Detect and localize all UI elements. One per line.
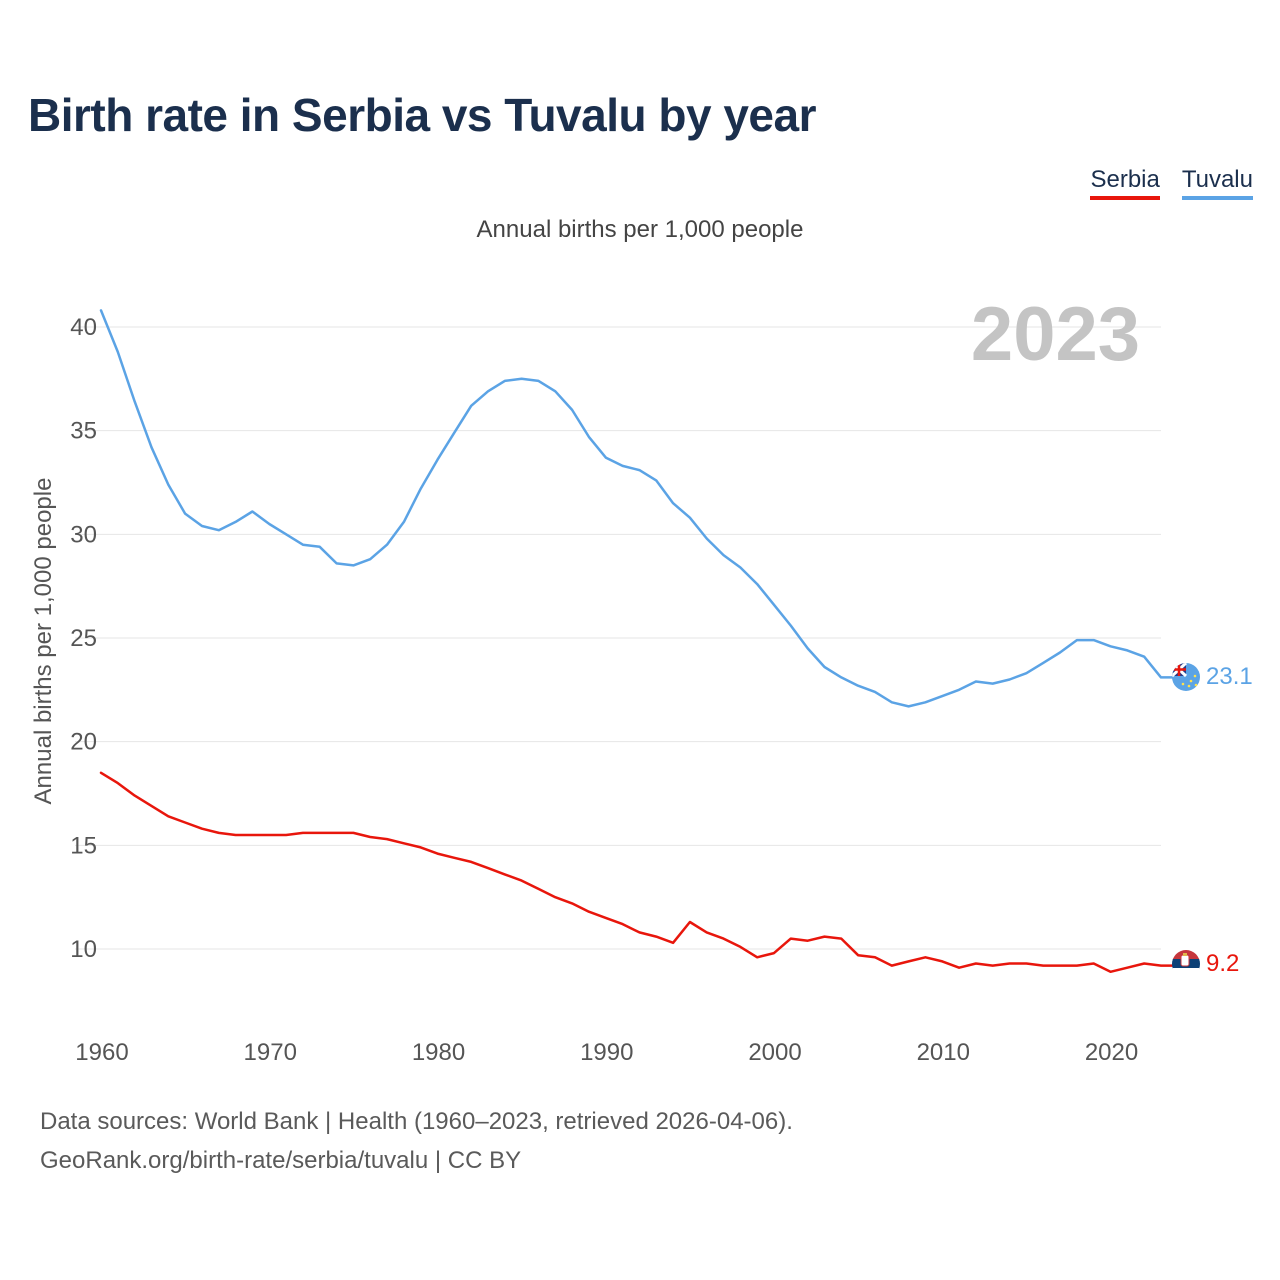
legend: Serbia Tuvalu (1090, 166, 1253, 200)
footer-link[interactable]: GeoRank.org/birth-rate/serbia/tuvalu | C… (40, 1147, 522, 1174)
x-tick-label: 2010 (917, 1039, 970, 1066)
x-tick-label: 1990 (580, 1039, 633, 1066)
chart-title: Birth rate in Serbia vs Tuvalu by year (28, 89, 817, 141)
y-tick-label: 10 (70, 936, 97, 963)
series-line-serbia[interactable] (99, 771, 1175, 974)
footer-sources: Data sources: World Bank | Health (1960–… (40, 1108, 793, 1135)
chart-subtitle: Annual births per 1,000 people (476, 216, 804, 243)
line-chart: 10 15 20 25 30 35 40 1960 1970 1980 1990 2000 2010 2… (30, 292, 1253, 1066)
x-tick-label: 1960 (75, 1039, 128, 1066)
y-tick-label: 30 (70, 521, 97, 548)
x-tick-label: 1970 (244, 1039, 297, 1066)
y-tick-label: 15 (70, 832, 97, 859)
year-watermark: 2023 (971, 292, 1140, 377)
tuvalu-flag-icon (1172, 663, 1200, 691)
series-line-tuvalu[interactable] (99, 309, 1175, 708)
y-tick-label: 35 (70, 418, 97, 445)
y-tick-label: 25 (70, 625, 97, 652)
end-value-label-serbia: 9.2 (1206, 950, 1239, 977)
y-axis-label: Annual births per 1,000 people (30, 478, 57, 805)
legend-item-serbia[interactable]: Serbia (1090, 166, 1160, 200)
x-tick-label: 2020 (1085, 1039, 1138, 1066)
legend-item-tuvalu[interactable]: Tuvalu (1181, 166, 1253, 200)
x-tick-label: 1980 (412, 1039, 465, 1066)
y-tick-label: 20 (70, 729, 97, 756)
x-tick-label: 2000 (748, 1039, 801, 1066)
end-value-label-tuvalu: 23.1 (1206, 663, 1253, 690)
serbia-flag-icon (1172, 950, 1200, 978)
y-tick-label: 40 (70, 314, 97, 341)
